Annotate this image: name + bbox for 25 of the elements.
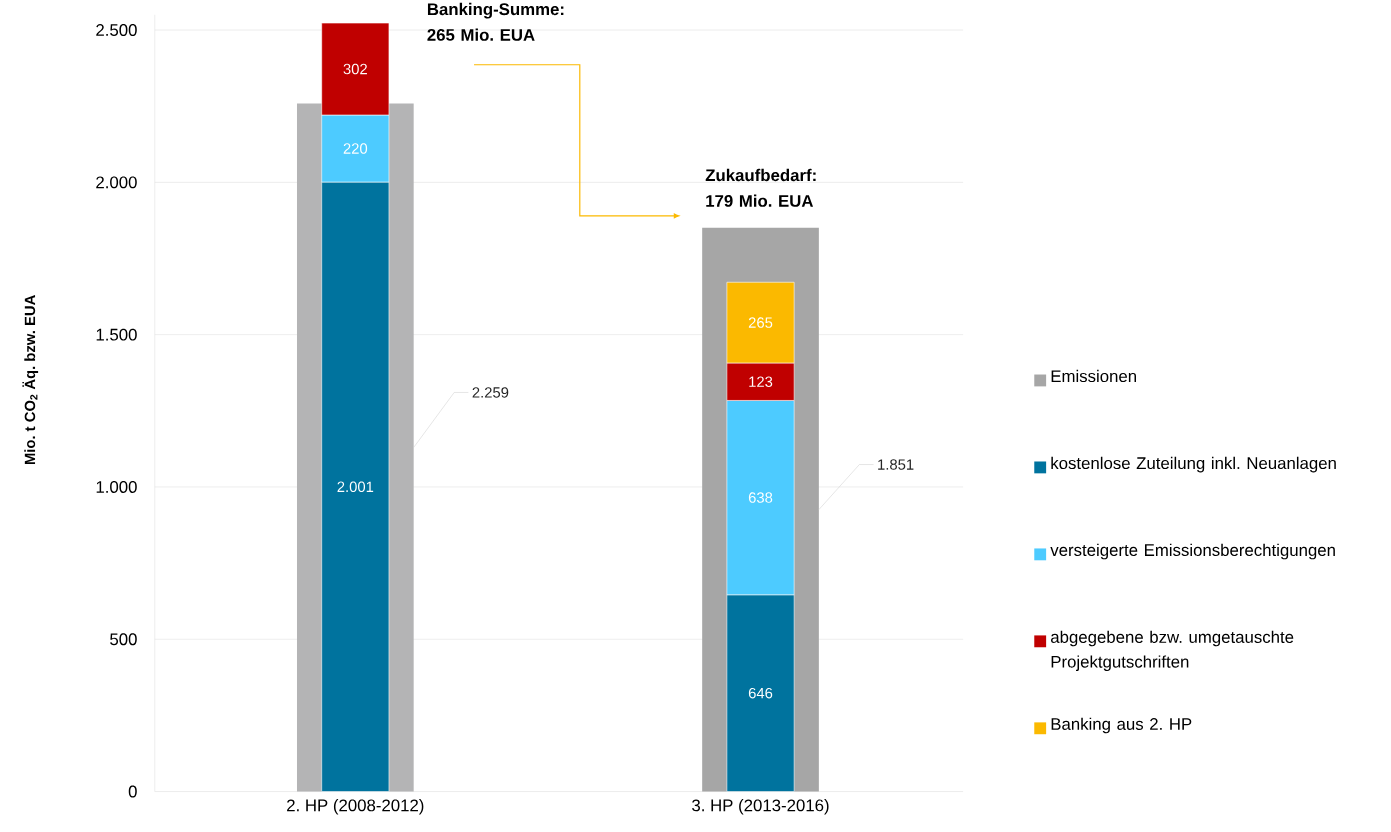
legend-label: Emissionen — [1051, 369, 1136, 383]
data-label: 646 — [748, 687, 773, 699]
data-label: 265 — [748, 317, 773, 328]
data-label: 2.259 — [472, 387, 509, 398]
y-axis-title: Mio. t CO$_{2}$ Äq. bzw. EUA — [22, 295, 39, 465]
y-tick-label: 0 — [128, 785, 137, 798]
y-tick-label: 1.500 — [96, 328, 137, 341]
legend-label: Banking aus 2. HP — [1051, 717, 1192, 734]
data-label: 123 — [749, 376, 773, 387]
y-tick-label: 2.000 — [96, 176, 137, 189]
y-tick-label: 1.000 — [96, 480, 137, 493]
data-label: 2.001 — [337, 481, 374, 492]
data-label: 638 — [748, 492, 773, 503]
x-tick-label: 3. HP (2013-2016) — [692, 798, 829, 815]
x-tick-label: 2. HP (2008-2012) — [287, 798, 424, 815]
data-label: 1.851 — [878, 459, 914, 470]
y-tick-label: 2.500 — [96, 24, 137, 36]
legend-label: versteigerte Emissionsberechtigungen — [1050, 543, 1335, 560]
annotation: Zukaufbedarf: 179 Mio. EUA — [705, 168, 816, 207]
annotation: Banking-Summe: 265 Mio. EUA — [427, 2, 564, 41]
data-label: 220 — [343, 143, 368, 154]
data-label: 302 — [343, 63, 367, 75]
legend-label: kostenlose Zuteilung inkl. Neuanlagen — [1051, 456, 1336, 473]
y-tick-label: 500 — [110, 633, 137, 646]
legend-label: abgegebene bzw. umgetauschte Projektgutschriften — [1050, 630, 1294, 671]
